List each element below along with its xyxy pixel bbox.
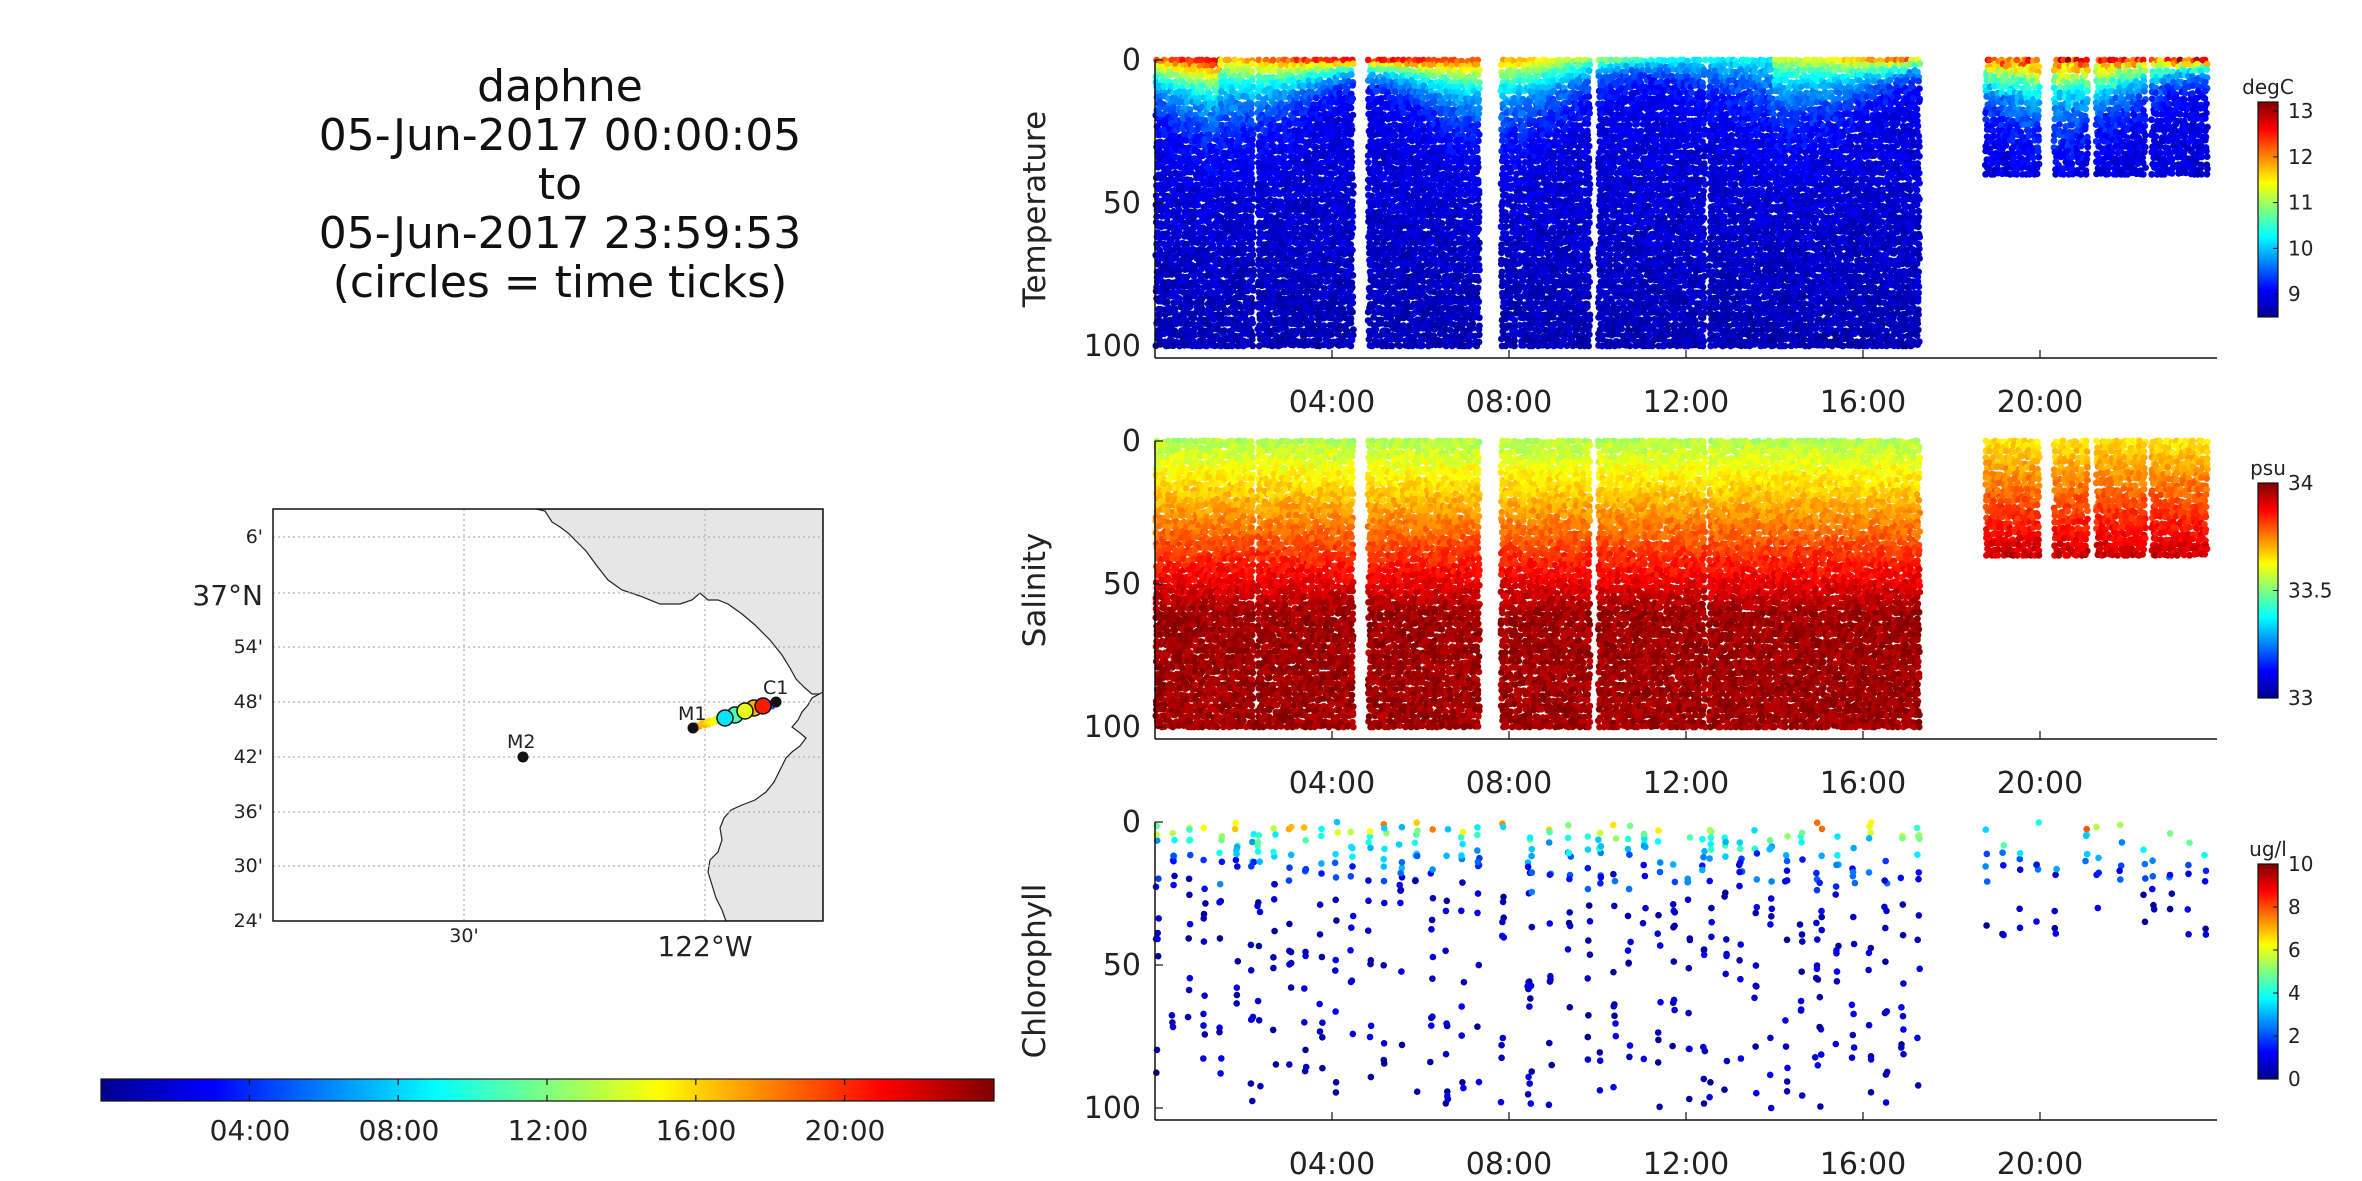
lat-label-30: 30' [234, 855, 263, 877]
track-time-tick-circle [737, 703, 753, 719]
data-point [1249, 77, 1256, 84]
time-colorbar-label-0400: 04:00 [210, 1114, 291, 1147]
data-point [1209, 62, 1216, 69]
data-point [1153, 192, 1160, 199]
time-colorbar: 04:00 08:00 12:00 16:00 20:00 [101, 1079, 994, 1147]
panel-temperature-points [1152, 57, 2210, 350]
data-point [1248, 179, 1255, 186]
data-point [1316, 336, 1323, 343]
data-point [1249, 94, 1256, 101]
lat-label-24: 24' [234, 910, 263, 932]
data-point [1249, 153, 1256, 160]
data-point [1286, 121, 1293, 128]
lat-label-42: 42' [234, 746, 263, 768]
data-point [1248, 207, 1255, 214]
data-point [1308, 315, 1315, 322]
data-point [1297, 321, 1304, 328]
data-point [1187, 303, 1194, 310]
data-point [1249, 61, 1256, 68]
data-point [1248, 295, 1255, 302]
data-point [1250, 234, 1257, 241]
data-point [1164, 218, 1171, 225]
data-point [1175, 233, 1182, 240]
data-point [1217, 61, 1224, 68]
data-point [1248, 240, 1255, 247]
data-point [1161, 331, 1168, 338]
data-point [1297, 176, 1304, 183]
lon-label-122w: 122°W [657, 930, 752, 963]
data-point [1229, 196, 1236, 203]
data-point [1194, 126, 1201, 133]
data-point [1249, 343, 1256, 350]
data-point [1206, 136, 1213, 143]
data-point [1281, 153, 1288, 160]
data-point [1248, 164, 1255, 171]
data-point [1249, 336, 1256, 343]
data-point [1328, 175, 1335, 182]
data-point [1328, 342, 1335, 349]
data-point [1328, 331, 1335, 338]
track-time-tick-circle [755, 698, 771, 714]
map-lat-labels: 6' 37°N 54' 48' 42' 36' 30' 24' [192, 526, 263, 932]
data-point [1249, 136, 1256, 143]
time-colorbar-label-0800: 08:00 [359, 1114, 440, 1147]
data-point [1250, 252, 1257, 259]
data-point [1194, 202, 1201, 209]
station-c1-label: C1 [763, 677, 788, 699]
time-colorbar-label-1200: 12:00 [508, 1114, 589, 1147]
data-point [1248, 110, 1255, 117]
station-m2-label: M2 [507, 731, 535, 753]
location-map: 6' 37°N 54' 48' 42' 36' 30' 24' 30' 122°… [192, 509, 823, 963]
data-point [1320, 104, 1327, 111]
data-point [1282, 325, 1289, 332]
time-colorbar-label-2000: 20:00 [805, 1114, 886, 1147]
station-m1-label: M1 [678, 703, 706, 725]
figure-canvas: 6' 37°N 54' 48' 42' 36' 30' 24' 30' 122°… [0, 0, 2362, 1181]
data-point [1248, 309, 1255, 316]
data-point [1225, 57, 1232, 64]
data-point [1248, 277, 1255, 284]
lat-label-37n: 37°N [192, 579, 263, 612]
data-point [1236, 138, 1243, 145]
data-point [1206, 214, 1213, 221]
data-point [1249, 260, 1256, 267]
data-point [1191, 315, 1198, 322]
data-point [1213, 224, 1220, 231]
lat-label-36: 36' [234, 801, 263, 823]
data-point [1191, 213, 1198, 220]
lat-label-6: 6' [246, 526, 263, 548]
data-point [1286, 163, 1293, 170]
data-point [1294, 94, 1301, 101]
lon-label-30: 30' [449, 925, 478, 947]
map-lon-labels: 30' 122°W [449, 925, 752, 963]
data-point [1282, 110, 1289, 117]
data-point [1313, 95, 1320, 102]
data-point [1278, 62, 1285, 69]
track-time-tick-circle [717, 710, 733, 726]
lat-label-54: 54' [234, 636, 263, 658]
station-m2-marker [518, 752, 529, 763]
data-point [1249, 68, 1256, 75]
lat-label-48: 48' [234, 691, 263, 713]
data-point [1214, 132, 1221, 139]
time-colorbar-label-1600: 16:00 [656, 1114, 737, 1147]
data-point [1249, 320, 1256, 327]
data-point [1240, 250, 1247, 257]
data-point [1160, 67, 1167, 74]
data-point [1270, 57, 1277, 64]
panel-temperature: 05010004:00 08:00 12:00 16:00 20:00Temperatu… [1017, 43, 2313, 420]
